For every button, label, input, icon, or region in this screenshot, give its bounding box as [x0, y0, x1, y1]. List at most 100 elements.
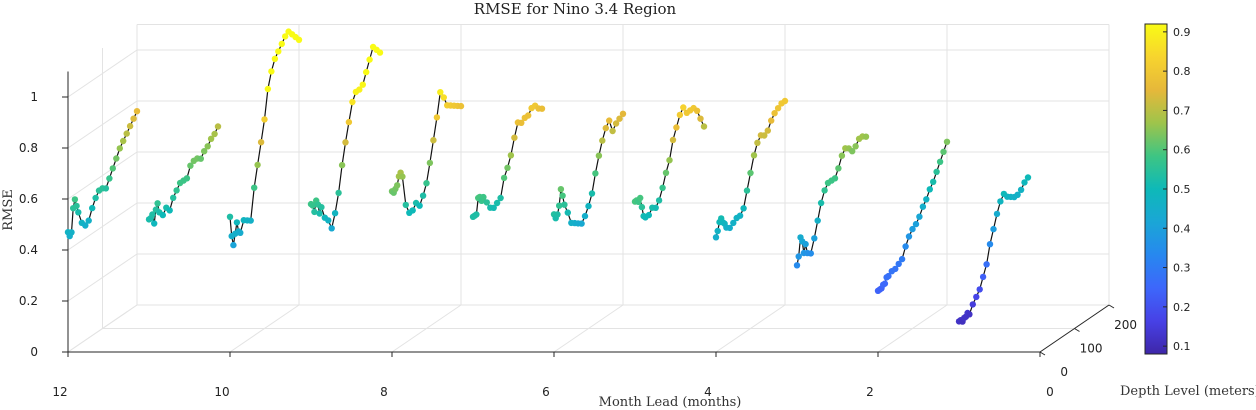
data-point — [113, 155, 120, 162]
data-point — [554, 211, 561, 218]
data-point — [895, 260, 902, 268]
data-point — [328, 225, 335, 232]
series-lead-11 — [145, 123, 222, 227]
rmse-tick-label: 0.2 — [19, 294, 38, 308]
data-point — [802, 240, 809, 248]
data-point — [237, 229, 244, 236]
data-point — [885, 272, 892, 280]
data-point — [89, 204, 96, 212]
data-point — [271, 55, 279, 62]
data-point — [616, 115, 623, 122]
data-point — [254, 161, 261, 169]
data-point — [606, 117, 613, 124]
data-point — [325, 217, 332, 224]
data-point — [673, 124, 680, 131]
series-lead-5 — [631, 104, 708, 221]
data-point — [862, 133, 870, 140]
rmse-tick-label: 0 — [30, 345, 38, 359]
data-point — [936, 158, 944, 165]
data-point — [993, 210, 1001, 218]
data-point — [345, 118, 353, 126]
axes — [62, 71, 1115, 357]
data-point — [578, 220, 585, 227]
data-point — [359, 81, 366, 88]
series-line — [310, 45, 381, 231]
data-point — [1014, 191, 1021, 198]
depth-tick-label: 200 — [1114, 318, 1137, 332]
data-point — [511, 134, 518, 141]
data-point — [666, 157, 673, 164]
data-point — [916, 213, 923, 220]
data-point — [130, 115, 137, 122]
data-point — [473, 211, 480, 218]
data-point — [693, 107, 701, 115]
data-point — [268, 68, 275, 75]
data-point — [595, 152, 603, 159]
data-point — [430, 137, 437, 144]
data-point — [342, 139, 349, 146]
data-point — [976, 286, 983, 293]
series-lead-12 — [64, 108, 141, 240]
data-point — [764, 127, 771, 134]
data-point — [588, 190, 596, 197]
data-point — [433, 114, 441, 121]
data-point — [700, 123, 708, 130]
data-point — [902, 243, 909, 250]
depth-tick-mark — [1108, 304, 1115, 309]
data-point — [419, 192, 427, 199]
data-point — [423, 180, 430, 187]
data-point — [457, 102, 465, 110]
data-point — [940, 148, 947, 155]
data-point — [602, 124, 609, 132]
data-point — [480, 193, 487, 201]
data-point — [1021, 179, 1028, 186]
data-point — [207, 135, 215, 142]
series-lead-9 — [307, 43, 384, 232]
data-point — [612, 120, 620, 127]
data-point — [637, 194, 644, 202]
colorbar-tick-label: 0.7 — [1173, 104, 1191, 117]
data-point — [426, 159, 434, 167]
data-point — [736, 212, 744, 219]
data-point — [366, 56, 373, 63]
colorbar-tick-label: 0.6 — [1173, 144, 1191, 157]
data-point — [538, 105, 546, 112]
colorbar-tick-label: 0.3 — [1173, 262, 1191, 275]
data-point — [983, 261, 990, 268]
series-line — [715, 100, 786, 238]
rmse-tick-label: 0.8 — [19, 141, 38, 155]
series-lead-2 — [874, 138, 951, 294]
data-point — [807, 250, 814, 257]
data-point — [518, 119, 525, 127]
data-point — [214, 123, 222, 130]
data-point — [338, 161, 346, 169]
data-point — [726, 224, 733, 232]
data-point — [409, 207, 416, 214]
data-point — [609, 127, 616, 135]
data-point — [557, 186, 565, 193]
colorbar-tick-label: 0.5 — [1173, 183, 1191, 196]
data-point — [278, 40, 285, 48]
data-point — [356, 86, 363, 93]
series-lead-10 — [226, 28, 303, 249]
lead-tick-label: 4 — [704, 385, 712, 399]
data-point — [264, 85, 272, 93]
data-point — [669, 136, 677, 144]
data-point — [919, 203, 927, 210]
data-point — [898, 255, 906, 263]
lead-tick-label: 8 — [380, 385, 388, 399]
data-point — [394, 182, 401, 189]
data-point — [730, 219, 737, 227]
data-point — [349, 98, 356, 106]
rmse-tick-label: 0.6 — [19, 192, 38, 206]
data-point — [154, 200, 161, 207]
data-point — [714, 227, 721, 235]
data-point — [556, 202, 563, 209]
colorbar: 0.1 0.2 0.3 0.4 0.5 0.6 0.7 0.8 0.9 — [1144, 23, 1191, 355]
data-point — [363, 68, 370, 76]
data-point — [483, 199, 490, 206]
data-point — [909, 225, 916, 233]
data-point — [559, 192, 566, 199]
data-point — [201, 148, 208, 155]
